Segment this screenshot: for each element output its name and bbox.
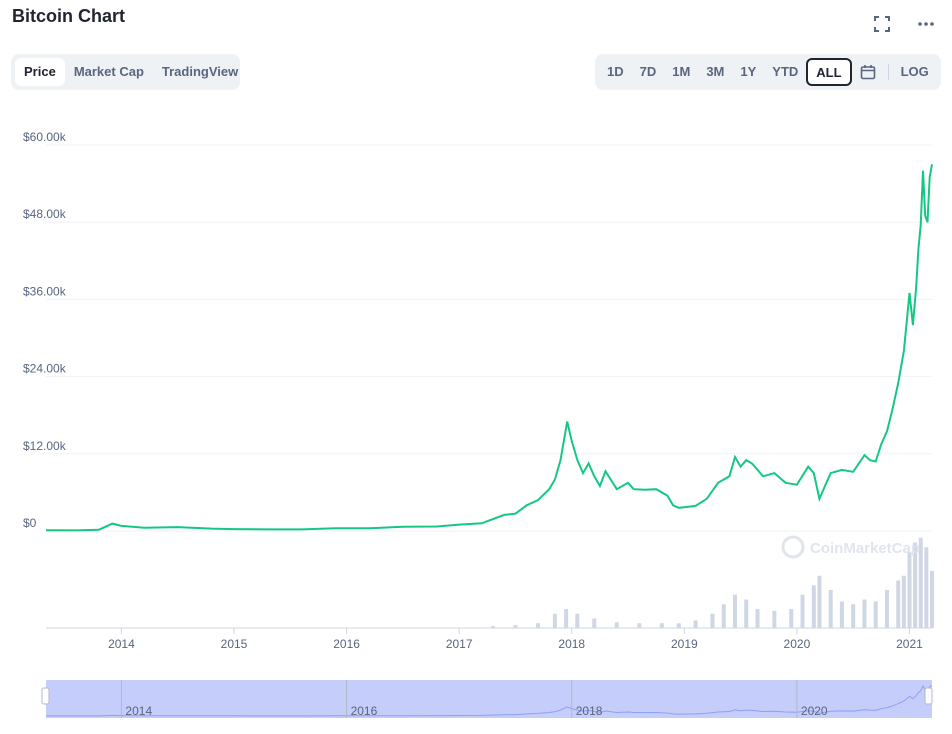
volume-bar bbox=[789, 609, 794, 628]
calendar-icon[interactable] bbox=[856, 60, 880, 84]
volume-bar bbox=[755, 609, 760, 628]
volume-bar bbox=[851, 604, 856, 628]
volume-bar bbox=[575, 613, 580, 628]
tab-market-cap[interactable]: Market Cap bbox=[73, 64, 144, 79]
y-tick-label: $24.00k bbox=[23, 362, 67, 376]
grid-lines bbox=[46, 144, 932, 532]
volume-bar bbox=[896, 580, 901, 628]
y-tick-label: $0 bbox=[23, 516, 37, 530]
x-tick-label: 2016 bbox=[333, 637, 360, 651]
volume-bar bbox=[800, 594, 805, 628]
volume-bar bbox=[732, 594, 737, 628]
volume-bar bbox=[930, 571, 934, 628]
volume-bar bbox=[918, 537, 923, 628]
volume-bar bbox=[772, 610, 777, 628]
range-divider bbox=[887, 64, 889, 80]
fullscreen-icon[interactable] bbox=[870, 12, 894, 36]
navigator-right-handle[interactable] bbox=[924, 687, 933, 705]
x-tick-label: 2019 bbox=[671, 637, 698, 651]
navigator-tick-label: 2018 bbox=[576, 704, 603, 718]
x-tick-label: 2015 bbox=[221, 637, 248, 651]
volume-bar bbox=[614, 622, 619, 628]
volume-bar bbox=[873, 601, 878, 628]
price-series-line bbox=[45, 164, 933, 532]
volume-bar bbox=[862, 599, 867, 628]
volume-bar bbox=[490, 626, 495, 628]
y-tick-label: $12.00k bbox=[23, 439, 67, 453]
navigator-tick-label: 2020 bbox=[801, 704, 828, 718]
navigator[interactable]: 2014 2016 2018 2020 bbox=[41, 680, 933, 718]
volume-bar bbox=[693, 620, 698, 628]
range-3m[interactable]: 3M bbox=[706, 64, 725, 79]
chart-type-tabs: Price Market Cap TradingView bbox=[11, 54, 240, 90]
volume-bar bbox=[564, 609, 569, 628]
range-all[interactable]: ALL bbox=[806, 58, 852, 86]
volume-bar bbox=[744, 599, 749, 628]
volume-bar bbox=[913, 542, 918, 628]
range-ytd[interactable]: YTD bbox=[772, 64, 799, 79]
range-1m[interactable]: 1M bbox=[672, 64, 691, 79]
tab-price[interactable]: Price bbox=[15, 58, 65, 86]
navigator-ticks: 2014 2016 2018 2020 bbox=[120, 680, 828, 718]
volume-bar bbox=[924, 547, 929, 628]
header-actions bbox=[870, 12, 938, 36]
y-tick-label: $48.00k bbox=[23, 207, 67, 221]
log-toggle[interactable]: LOG bbox=[900, 64, 929, 79]
range-1y[interactable]: 1Y bbox=[740, 64, 757, 79]
y-tick-label: $60.00k bbox=[23, 130, 67, 144]
volume-bar bbox=[884, 590, 889, 628]
navigator-left-handle[interactable] bbox=[41, 687, 50, 705]
range-1d[interactable]: 1D bbox=[607, 64, 624, 79]
volume-bars bbox=[490, 537, 934, 628]
range-selector: 1D 7D 1M 3M 1Y YTD ALL LOG bbox=[595, 54, 941, 90]
volume-bar bbox=[513, 625, 518, 628]
volume-bar bbox=[676, 623, 681, 628]
coinmarketcap-logo-icon bbox=[781, 535, 805, 559]
navigator-tick-label: 2014 bbox=[125, 704, 152, 718]
watermark-text: CoinMarketCap bbox=[810, 540, 920, 557]
x-tick-label: 2020 bbox=[784, 637, 811, 651]
x-tick-label: 2014 bbox=[108, 637, 135, 651]
volume-bar bbox=[535, 623, 540, 628]
navigator-tick-label: 2016 bbox=[351, 704, 378, 718]
y-axis-ticks: $60.00k $48.00k $36.00k $24.00k $12.00k $0 bbox=[23, 130, 67, 530]
volume-bar bbox=[839, 601, 844, 628]
y-tick-label: $36.00k bbox=[23, 284, 67, 298]
x-tick-label: 2017 bbox=[446, 637, 473, 651]
volume-bar bbox=[592, 618, 597, 628]
chart-title: Bitcoin Chart bbox=[12, 6, 126, 26]
x-tick-label: 2021 bbox=[896, 637, 923, 651]
volume-bar bbox=[552, 613, 557, 628]
tab-tradingview[interactable]: TradingView bbox=[161, 64, 239, 79]
volume-bar bbox=[721, 604, 726, 628]
volume-bar bbox=[828, 590, 833, 628]
x-axis-ticks: 2014 2015 2016 2017 2018 2019 2020 2021 bbox=[108, 628, 923, 651]
volume-bar bbox=[710, 613, 715, 628]
range-7d[interactable]: 7D bbox=[639, 64, 657, 79]
volume-bar bbox=[811, 585, 816, 628]
watermark: CoinMarketCap bbox=[781, 535, 920, 559]
volume-bar bbox=[907, 552, 912, 628]
more-icon[interactable] bbox=[914, 12, 938, 36]
volume-bar bbox=[817, 575, 822, 628]
volume-bar bbox=[901, 575, 906, 628]
volume-bar bbox=[637, 623, 642, 628]
volume-bar bbox=[659, 623, 664, 628]
x-tick-label: 2018 bbox=[558, 637, 585, 651]
navigator-series-line bbox=[46, 685, 933, 717]
